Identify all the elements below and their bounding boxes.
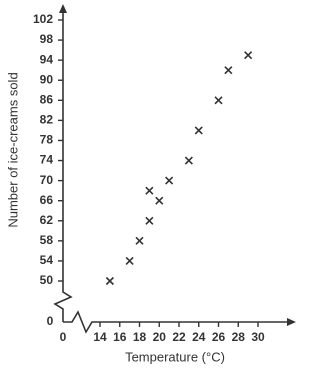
y-tick-label: 102: [33, 12, 53, 26]
y-tick-label: 78: [40, 133, 54, 147]
y-arrow: [59, 4, 67, 13]
point: [135, 236, 144, 245]
point: [125, 256, 134, 265]
x-axis: [63, 310, 292, 334]
y-tick-label: 58: [40, 233, 54, 247]
y-tick-label: 82: [40, 113, 54, 127]
y-tick-label: 70: [40, 173, 54, 187]
x-arrow: [287, 318, 296, 326]
y-tick-label: 54: [40, 253, 54, 267]
x-tick-label: 14: [93, 330, 107, 344]
x-tick-label: 30: [251, 330, 265, 344]
y-tick-label: 90: [40, 72, 54, 86]
point: [145, 186, 154, 195]
y-tick-label: 74: [40, 153, 54, 167]
point: [184, 156, 193, 165]
y-axis: [53, 8, 73, 322]
y-origin-label: 0: [47, 314, 54, 328]
x-tick-label: 22: [172, 330, 186, 344]
y-tick-label: 98: [40, 32, 54, 46]
x-tick-label: 28: [232, 330, 246, 344]
y-tick-label: 94: [40, 52, 54, 66]
x-origin-label: 0: [60, 330, 67, 344]
y-tick-label: 62: [40, 213, 54, 227]
x-tick-label: 16: [113, 330, 127, 344]
y-tick-label: 50: [40, 273, 54, 287]
point: [214, 96, 223, 105]
point: [165, 176, 174, 185]
point: [105, 276, 114, 286]
x-tick-label: 24: [192, 330, 206, 344]
x-tick-label: 18: [133, 330, 147, 344]
point: [155, 196, 164, 205]
y-tick-label: 86: [40, 92, 54, 106]
x-axis-title: Temperature (°C): [125, 349, 225, 364]
point: [224, 66, 233, 75]
point: [194, 126, 203, 135]
x-tick-label: 20: [153, 330, 167, 344]
y-axis-title: Number of ice-creams sold: [5, 72, 20, 227]
y-tick-label: 66: [40, 193, 54, 207]
point: [244, 51, 253, 60]
point: [145, 216, 154, 225]
x-tick-label: 26: [212, 330, 226, 344]
chart: Temperature (°C) Number of ice-creams so…: [5, 4, 296, 364]
